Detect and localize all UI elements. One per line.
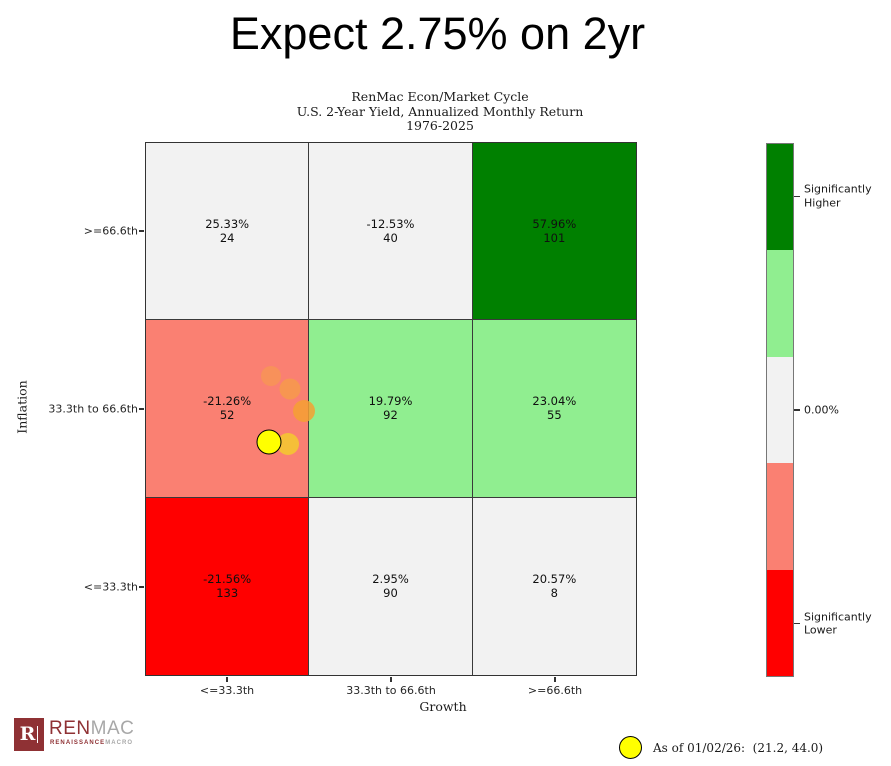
y-tick-mark-1 bbox=[139, 408, 144, 410]
heatmap-cell-r1c0: -21.26% 52 bbox=[146, 320, 310, 498]
heatmap-cell-r1c2: 23.04% 55 bbox=[472, 320, 636, 498]
cell-observation-count: 133 bbox=[216, 586, 239, 601]
renmac-monogram-icon: R bbox=[14, 718, 44, 751]
cell-return-value: 25.33% bbox=[205, 216, 250, 231]
heatmap-cell-r0c0: 25.33% 24 bbox=[146, 143, 310, 321]
cell-return-value: 2.95% bbox=[372, 571, 409, 586]
colorbar-segment-2 bbox=[767, 356, 793, 464]
y-tick-mark-2 bbox=[139, 586, 144, 588]
heatmap-cell-r0c2: 57.96% 101 bbox=[472, 143, 636, 321]
renmac-wordmark: RENMAC bbox=[49, 719, 134, 738]
cell-observation-count: 40 bbox=[383, 231, 398, 246]
cell-observation-count: 55 bbox=[547, 408, 562, 423]
colorbar-tick-mark-2 bbox=[794, 622, 800, 625]
cell-return-value: 19.79% bbox=[368, 393, 413, 408]
cell-return-value: -21.26% bbox=[203, 393, 252, 408]
colorbar-segment-3 bbox=[767, 463, 793, 570]
colorbar-tick-mark-0 bbox=[794, 195, 800, 198]
monogram-letter: R bbox=[19, 723, 36, 745]
cell-return-value: 57.96% bbox=[532, 216, 577, 231]
heatmap-cell-r0c1: -12.53% 40 bbox=[309, 143, 473, 321]
heatmap-grid: 25.33% 24 -12.53% 40 57.96% 101 -21.26% 52 19.79… bbox=[145, 142, 637, 676]
y-tick-label-1: 33.3th to 66.6th bbox=[48, 402, 138, 416]
chart-title-line-3: 1976-2025 bbox=[406, 118, 474, 133]
cell-return-value: -12.53% bbox=[366, 216, 415, 231]
cell-return-value: 23.04% bbox=[532, 393, 577, 408]
cell-observation-count: 92 bbox=[383, 408, 398, 423]
y-tick-mark-0 bbox=[139, 230, 144, 232]
monogram-bar bbox=[36, 726, 39, 743]
colorbar-tick-label-0: Significantly Higher bbox=[804, 182, 872, 210]
cell-observation-count: 24 bbox=[219, 231, 235, 246]
cell-observation-count: 52 bbox=[219, 408, 235, 423]
wordmark-mac: MAC bbox=[90, 718, 135, 739]
colorbar-segment-4 bbox=[767, 569, 793, 677]
y-tick-label-2: <=33.3th bbox=[83, 580, 138, 594]
cell-return-value: 20.57% bbox=[532, 571, 577, 586]
chart-title-line-1: RenMac Econ/Market Cycle bbox=[351, 89, 529, 104]
heatmap-cell-r2c1: 2.95% 90 bbox=[309, 497, 473, 675]
x-tick-mark-2 bbox=[554, 677, 556, 682]
renmac-subtext: RENAISSANCEMACRO bbox=[50, 740, 133, 746]
colorbar-tick-label-1: 0.00% bbox=[804, 403, 839, 417]
colorbar-segment-0 bbox=[767, 144, 793, 251]
chart-title-line-2: U.S. 2-Year Yield, Annualized Monthly Re… bbox=[296, 103, 584, 119]
x-tick-label-1: 33.3th to 66.6th bbox=[346, 684, 436, 697]
heatmap-cell-r1c1: 19.79% 92 bbox=[309, 320, 473, 498]
subtext-renaissance: RENAISSANCE bbox=[50, 740, 106, 746]
heatmap-cell-r2c2: 20.57% 8 bbox=[472, 497, 636, 675]
x-tick-mark-0 bbox=[226, 677, 228, 682]
x-tick-label-2: >=66.6th bbox=[527, 684, 583, 697]
wordmark-ren: REN bbox=[49, 718, 91, 739]
cell-observation-count: 101 bbox=[543, 231, 566, 246]
slide-title: Expect 2.75% on 2yr bbox=[229, 8, 646, 59]
x-axis-label: Growth bbox=[419, 699, 467, 714]
heatmap-cell-r2c0: -21.56% 133 bbox=[146, 497, 310, 675]
cell-observation-count: 8 bbox=[550, 586, 558, 601]
colorbar-tick-label-2: Significantly Lower bbox=[804, 610, 872, 637]
current-point-marker-icon bbox=[619, 736, 642, 759]
colorbar-segment-1 bbox=[767, 250, 793, 357]
y-tick-label-0: >=66.6th bbox=[83, 224, 138, 238]
chart-title-block: RenMac Econ/Market Cycle U.S. 2-Year Yie… bbox=[0, 89, 880, 134]
colorbar-tick-mark-1 bbox=[794, 409, 800, 411]
y-axis-label: Inflation bbox=[14, 380, 30, 434]
cell-return-value: -21.56% bbox=[203, 571, 252, 586]
as-of-label: As of 01/02/26: (21.2, 44.0) bbox=[653, 741, 824, 755]
subtext-macro: MACRO bbox=[105, 740, 134, 746]
x-tick-label-0: <=33.3th bbox=[199, 684, 255, 697]
cell-observation-count: 90 bbox=[383, 586, 398, 601]
x-tick-mark-1 bbox=[390, 677, 392, 682]
colorbar bbox=[766, 143, 794, 677]
